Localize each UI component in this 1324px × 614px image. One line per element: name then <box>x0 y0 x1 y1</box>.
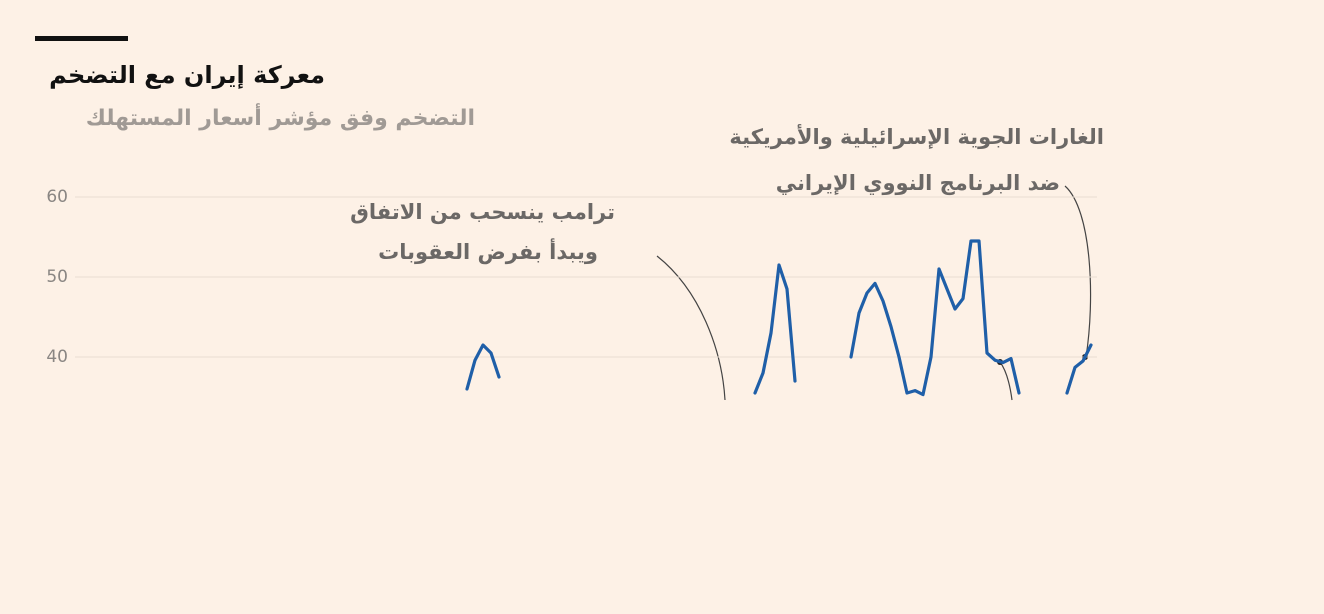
chart-title: معركة إيران مع التضخم <box>49 61 325 89</box>
annotation-text: الغارات الجوية الإسرائيلية والأمريكية <box>729 123 1104 149</box>
data-line <box>753 263 797 395</box>
y-tick-label: 50 <box>46 267 68 287</box>
annotation-text: ويبدأ بفرض العقوبات <box>378 237 598 264</box>
y-tick-label: 40 <box>46 347 68 367</box>
annotation-connector <box>656 255 726 401</box>
annotation-connector <box>999 361 1013 401</box>
data-line <box>849 239 1021 397</box>
plot-area: 40 50 60 <box>46 187 1097 397</box>
title-bar <box>35 36 128 41</box>
data-line <box>465 343 501 391</box>
data-line <box>1065 343 1093 395</box>
y-tick-label: 60 <box>46 187 68 207</box>
chart-subtitle: التضخم وفق مؤشر أسعار المستهلك <box>86 102 475 131</box>
annotation-text: ضد البرنامج النووي الإيراني <box>776 171 1060 196</box>
annotation-text: ترامب ينسحب من الاتفاق <box>350 200 615 224</box>
annotation-connector <box>1064 185 1092 358</box>
